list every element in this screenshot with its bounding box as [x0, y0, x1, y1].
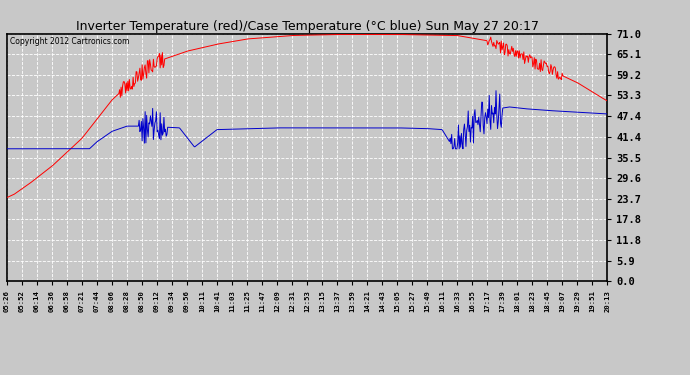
Title: Inverter Temperature (red)/Case Temperature (°C blue) Sun May 27 20:17: Inverter Temperature (red)/Case Temperat… [75, 20, 539, 33]
Text: Copyright 2012 Cartronics.com: Copyright 2012 Cartronics.com [10, 38, 129, 46]
